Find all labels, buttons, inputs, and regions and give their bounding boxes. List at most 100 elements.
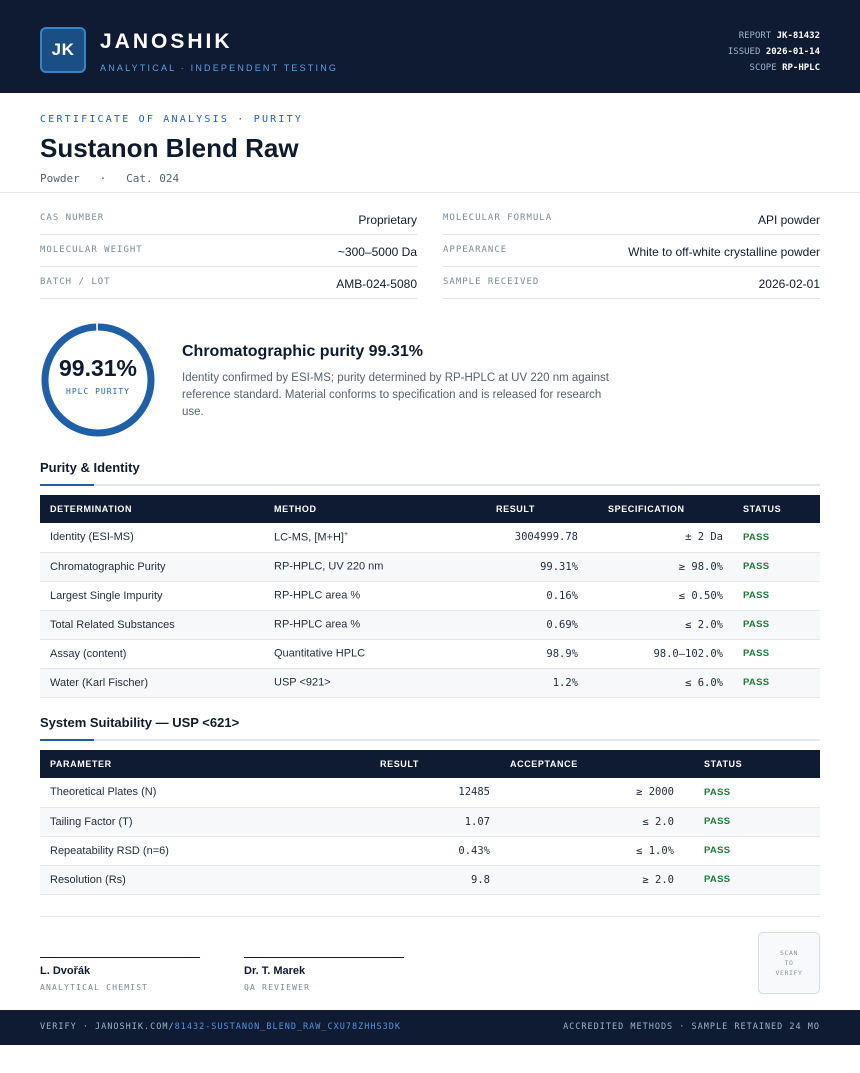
prop-batch-lot: BATCH / LOT AMB-024-5080 [40, 267, 417, 299]
cell-method: Quantitative HPLC [264, 639, 460, 669]
prop-key: CAS NUMBER [40, 213, 105, 223]
prop-value: Proprietary [358, 213, 417, 227]
col-header: SPECIFICATION [608, 504, 685, 514]
method-text: USP <921> [274, 676, 331, 689]
purity-identity-table: DETERMINATION METHOD RESULT SPECIFICATIO… [40, 495, 820, 698]
cell-result: 0.16% [460, 581, 588, 611]
cell-method: LC-MS, [M+H]+ [264, 523, 460, 553]
verify-line: VERIFY · JANOSHIK.COM/81432-SUSTANON_BLE… [40, 1022, 401, 1032]
cell-result: 12485 [370, 778, 500, 808]
cell-result: 99.31% [460, 552, 588, 582]
cell-status: PASS [684, 836, 820, 866]
section-accent [40, 484, 94, 486]
cell-result: 3004999.78 [460, 523, 588, 553]
purity-description: Identity confirmed by ESI-MS; purity det… [182, 372, 609, 418]
method-sup: + [343, 530, 349, 538]
section-accent [40, 739, 94, 741]
purity-heading: Chromatographic purity 99.31% [182, 343, 423, 360]
table-row: Tailing Factor (T) 1.07 ≤ 2.0 PASS [40, 807, 820, 837]
purity-identity-title: Purity & Identity [40, 460, 140, 475]
cell-acceptance: ≤ 2.0 [500, 807, 684, 837]
cell-specification: ≤ 2.0% [588, 610, 733, 640]
cell-parameter: Tailing Factor (T) [40, 807, 370, 837]
prop-appearance: APPEARANCE White to off-white crystallin… [443, 235, 820, 267]
purity-identity-rule [40, 484, 820, 486]
cell-determination: Total Related Substances [40, 610, 264, 640]
brand-name: JANOSHIK [100, 30, 233, 53]
report-header: JK JANOSHIK ANALYTICAL · INDEPENDENT TES… [0, 0, 860, 93]
cell-result: 9.8 [370, 865, 500, 895]
verify-link[interactable]: 81432-SUSTANON_BLEND_RAW_CXU78ZHHS3DK [174, 1022, 401, 1032]
issued-label: ISSUED [727, 47, 761, 57]
scope-line: SCOPE RP-HPLC [728, 60, 820, 76]
qr-text: TO [784, 959, 794, 967]
table-header-row: DETERMINATION METHOD RESULT SPECIFICATIO… [40, 495, 820, 523]
cell-specification: ≥ 98.0% [588, 552, 733, 582]
issued-line: ISSUED 2026-01-14 [728, 44, 820, 60]
cell-parameter: Repeatability RSD (n=6) [40, 836, 370, 866]
cell-parameter: Theoretical Plates (N) [40, 778, 370, 808]
prop-key: BATCH / LOT [40, 277, 111, 287]
col-header: RESULT [380, 759, 419, 769]
signer-role: QA REVIEWER [244, 983, 311, 992]
table-row: Water (Karl Fischer) USP <921> 1.2% ≤ 6.0% P… [40, 668, 820, 698]
prop-key: SAMPLE RECEIVED [443, 277, 540, 287]
scope-label: SCOPE [749, 63, 777, 73]
system-suitability-table: PARAMETER RESULT ACCEPTANCE STATUS Theor… [40, 750, 820, 895]
cell-status: PASS [684, 778, 820, 808]
cell-specification: ± 2 Da [588, 523, 733, 553]
scope-value: RP-HPLC [782, 63, 820, 73]
product-subtitle: Powder · Cat. 024 [40, 172, 180, 185]
cell-status: PASS [733, 523, 820, 553]
signer-name: Dr. T. Marek [244, 965, 306, 977]
table-row: Largest Single Impurity RP-HPLC area % 0.1… [40, 581, 820, 611]
cell-acceptance: ≥ 2000 [500, 778, 684, 808]
col-header: STATUS [743, 504, 782, 514]
qr-text: VERIFY [775, 969, 803, 977]
issued-date: 2026-01-14 [765, 47, 820, 57]
signature-reviewer: Dr. T. Marek QA REVIEWER [244, 957, 404, 992]
signature-analyst: L. Dvořák ANALYTICAL CHEMIST [40, 957, 200, 992]
report-id-line: REPORT JK-81432 [728, 28, 820, 44]
col-header: ACCEPTANCE [510, 759, 578, 769]
footer-note: ACCREDITED METHODS · SAMPLE RETAINED 24 … [563, 1022, 820, 1032]
purity-ring-label: HPLC PURITY [66, 387, 130, 396]
cell-result: 0.69% [460, 610, 588, 640]
purity-value: 99.31% [58, 355, 137, 381]
cell-determination: Identity (ESI-MS) [40, 523, 264, 553]
cell-determination: Largest Single Impurity [40, 581, 264, 611]
prop-value: White to off-white crystalline powder [628, 245, 820, 259]
col-header: RESULT [496, 504, 535, 514]
cell-method: RP-HPLC area % [264, 581, 460, 611]
verify-prefix: VERIFY · JANOSHIK.COM/ [40, 1022, 175, 1032]
cell-result: 98.9% [460, 639, 588, 669]
cell-specification: ≤ 0.50% [588, 581, 733, 611]
cell-status: PASS [684, 807, 820, 837]
brand-logo: JK [40, 27, 86, 73]
table-row: Total Related Substances RP-HPLC area % 0.… [40, 610, 820, 640]
signature-divider [40, 916, 820, 917]
prop-key: MOLECULAR WEIGHT [40, 245, 143, 255]
brand-tagline: ANALYTICAL · INDEPENDENT TESTING [100, 63, 339, 73]
cell-acceptance: ≤ 1.0% [500, 836, 684, 866]
verify-qr-code[interactable]: SCAN TO VERIFY [758, 932, 820, 994]
cell-status: PASS [733, 581, 820, 611]
report-footer: VERIFY · JANOSHIK.COM/81432-SUSTANON_BLE… [0, 1010, 860, 1045]
cell-parameter: Resolution (Rs) [40, 865, 370, 895]
report-label: REPORT [738, 31, 772, 41]
signer-name: L. Dvořák [40, 965, 91, 977]
col-header: PARAMETER [50, 759, 112, 769]
cell-determination: Assay (content) [40, 639, 264, 669]
prop-molecular-weight: MOLECULAR WEIGHT ~300–5000 Da [40, 235, 417, 267]
table-row: Resolution (Rs) 9.8 ≥ 2.0 PASS [40, 865, 820, 895]
cell-result: 1.2% [460, 668, 588, 698]
cell-status: PASS [733, 668, 820, 698]
method-text: LC-MS, [M+H] [274, 531, 344, 544]
prop-value: AMB-024-5080 [336, 277, 417, 291]
prop-cas-number: CAS NUMBER Proprietary [40, 203, 417, 235]
cell-specification: ≤ 6.0% [588, 668, 733, 698]
report-id: JK-81432 [776, 31, 820, 41]
method-text: Quantitative HPLC [274, 647, 366, 660]
cell-determination: Chromatographic Purity [40, 552, 264, 582]
cell-result: 0.43% [370, 836, 500, 866]
